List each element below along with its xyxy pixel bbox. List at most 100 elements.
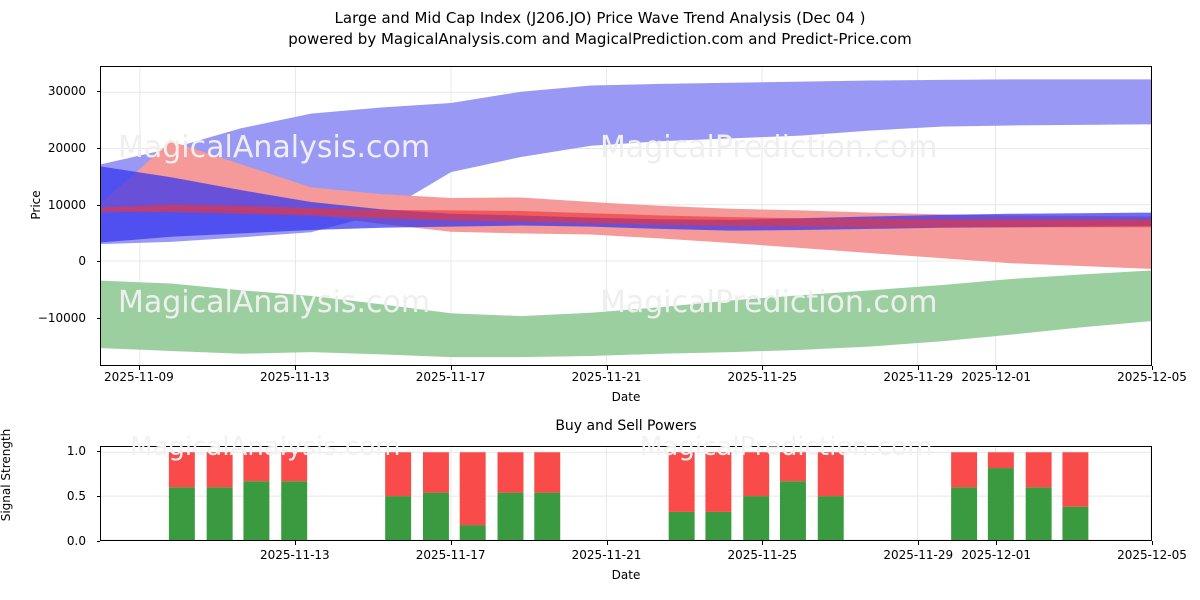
buy-sell-chart: [100, 446, 1152, 541]
buy-power-bar[interactable]: [817, 496, 844, 540]
stacked-bar[interactable]: [422, 452, 449, 540]
buy-sell-title: Buy and Sell Powers: [555, 418, 697, 434]
stacked-bar[interactable]: [534, 452, 561, 540]
price-wave-plot-area: [101, 67, 1151, 365]
stacked-bar[interactable]: [1025, 452, 1052, 540]
x-tick-mark: [606, 541, 608, 545]
y-tick-label: 0.0: [66, 534, 86, 548]
y-tick-mark: [96, 317, 100, 319]
sell-power-bar[interactable]: [743, 452, 770, 497]
sell-power-bar[interactable]: [668, 452, 695, 512]
x-tick-label: 2025-11-13: [259, 370, 330, 384]
buy-power-bar[interactable]: [743, 496, 770, 540]
buy-power-bar[interactable]: [168, 487, 195, 540]
sell-power-bar[interactable]: [422, 452, 449, 493]
stacked-bar[interactable]: [497, 452, 524, 540]
red-outer-band: [101, 141, 1151, 269]
sell-power-bar[interactable]: [459, 452, 486, 526]
buy-power-bar[interactable]: [422, 492, 449, 540]
sell-power-bar[interactable]: [385, 452, 412, 497]
sell-power-bar[interactable]: [779, 452, 806, 482]
x-tick-mark: [1152, 541, 1153, 545]
stacked-bar[interactable]: [385, 452, 412, 540]
x-tick-mark: [450, 541, 452, 545]
buy-power-bar[interactable]: [281, 481, 308, 540]
stacked-bar[interactable]: [1062, 452, 1089, 540]
sell-power-bar[interactable]: [168, 452, 195, 488]
sell-power-bar[interactable]: [243, 452, 270, 482]
stacked-bar[interactable]: [987, 452, 1014, 540]
stacked-bar[interactable]: [951, 452, 978, 540]
x-tick-label: 2025-11-25: [727, 370, 798, 384]
sell-power-bar[interactable]: [534, 452, 561, 493]
sell-power-bar[interactable]: [206, 452, 233, 488]
x-tick-mark: [1152, 366, 1153, 370]
buy-power-bar[interactable]: [385, 496, 412, 540]
x-tick-mark: [762, 366, 764, 370]
stacked-bar[interactable]: [817, 452, 844, 540]
buy-power-bar[interactable]: [951, 487, 978, 540]
sell-power-bar[interactable]: [951, 452, 978, 488]
sell-power-bar[interactable]: [705, 452, 732, 512]
x-tick-label: 2025-11-17: [415, 548, 486, 562]
x-tick-label: 2025-11-29: [883, 548, 954, 562]
stacked-bar[interactable]: [743, 452, 770, 540]
green-outer-band: [101, 270, 1151, 358]
top-date-axis-label: Date: [611, 390, 641, 404]
buy-power-bar[interactable]: [459, 525, 486, 540]
x-tick-mark: [918, 541, 920, 545]
buy-power-bar[interactable]: [534, 492, 561, 540]
x-tick-mark: [606, 366, 608, 370]
buy-power-bar[interactable]: [206, 487, 233, 540]
sell-power-bar[interactable]: [1025, 452, 1052, 488]
x-tick-label: 2025-11-09: [104, 370, 174, 384]
buy-power-bar[interactable]: [668, 511, 695, 540]
x-tick-label: 2025-11-17: [415, 370, 486, 384]
buy-power-bar[interactable]: [1025, 487, 1052, 540]
y-tick-label: 0.5: [66, 489, 86, 504]
x-tick-mark: [762, 541, 764, 545]
stacked-bar[interactable]: [281, 452, 308, 540]
x-tick-label: 2025-11-13: [259, 548, 330, 562]
y-tick-mark: [96, 148, 100, 150]
buy-power-bar[interactable]: [987, 468, 1014, 540]
x-tick-label: 2025-12-05: [1117, 370, 1187, 384]
y-tick-mark: [96, 261, 100, 263]
y-tick-label: 10000: [47, 197, 86, 212]
buy-power-bar[interactable]: [779, 481, 806, 540]
price-wave-chart: [100, 66, 1152, 366]
y-tick-label: 20000: [47, 141, 86, 156]
stacked-bar[interactable]: [705, 452, 732, 540]
x-tick-mark: [138, 366, 140, 370]
y-tick-mark: [96, 541, 100, 542]
buy-power-bar[interactable]: [497, 492, 524, 540]
stacked-bar[interactable]: [668, 452, 695, 540]
title-line-2: powered by MagicalAnalysis.com and Magic…: [288, 30, 912, 48]
stacked-bar[interactable]: [168, 452, 195, 540]
signal-strength-axis-label: Signal Strength: [0, 428, 13, 522]
y-tick-mark: [96, 91, 100, 93]
x-tick-label: 2025-12-01: [961, 548, 1032, 562]
x-tick-mark: [294, 541, 296, 545]
buy-power-bar[interactable]: [243, 481, 270, 540]
bottom-date-axis-label: Date: [611, 568, 641, 582]
buy-power-bar[interactable]: [1062, 506, 1089, 540]
x-tick-label: 2025-11-25: [727, 548, 798, 562]
sell-power-bar[interactable]: [987, 452, 1014, 469]
stacked-bar[interactable]: [779, 452, 806, 540]
y-tick-label: −10000: [37, 310, 86, 325]
x-tick-label: 2025-12-05: [1117, 548, 1187, 562]
x-tick-mark: [294, 366, 296, 370]
sell-power-bar[interactable]: [1062, 452, 1089, 507]
sell-power-bar[interactable]: [497, 452, 524, 493]
stacked-bar[interactable]: [459, 452, 486, 540]
stacked-bar[interactable]: [243, 452, 270, 540]
y-tick-label: 1.0: [66, 444, 86, 459]
sell-power-bar[interactable]: [281, 452, 308, 482]
x-tick-mark: [996, 541, 998, 545]
buy-power-bar[interactable]: [705, 511, 732, 540]
stacked-bar[interactable]: [206, 452, 233, 540]
sell-power-bar[interactable]: [817, 452, 844, 497]
x-tick-mark: [918, 366, 920, 370]
x-tick-mark: [996, 366, 998, 370]
